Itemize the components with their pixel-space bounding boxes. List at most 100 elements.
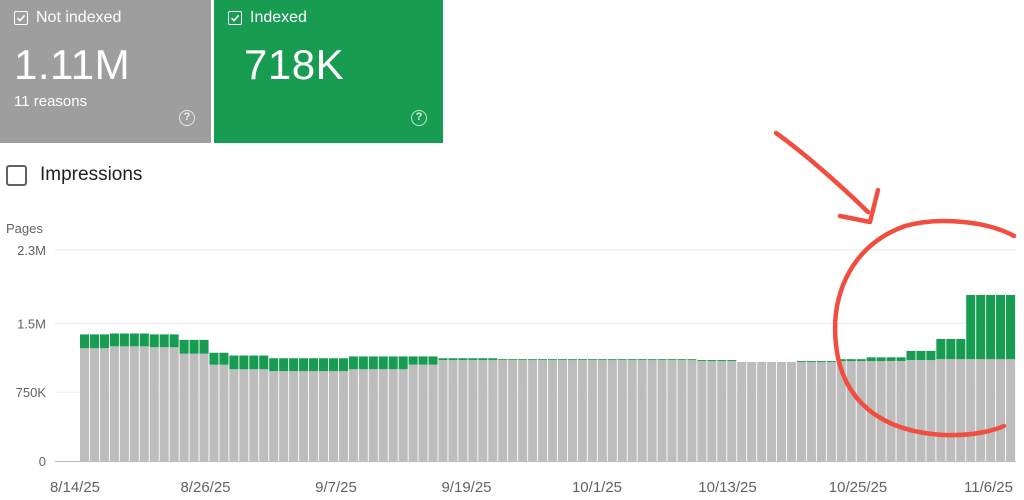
bar-indexed — [89, 334, 100, 349]
not-indexed-card[interactable]: Not indexed 1.11M 11 reasons ? — [0, 0, 211, 143]
bar-not-indexed — [816, 361, 826, 461]
bar-indexed — [249, 355, 259, 370]
bar-not-indexed — [99, 348, 109, 461]
bar-not-indexed — [667, 360, 677, 461]
bar-not-indexed — [438, 360, 448, 461]
bar-indexed — [876, 357, 886, 362]
bar-not-indexed — [309, 371, 319, 461]
bar-not-indexed — [777, 361, 787, 461]
bar-indexed — [687, 359, 697, 361]
checkbox-unchecked-icon[interactable] — [6, 164, 27, 186]
bar-not-indexed — [89, 348, 100, 461]
bar-not-indexed — [627, 360, 637, 461]
bar-indexed — [398, 356, 408, 370]
bar-not-indexed — [299, 371, 309, 461]
indexed-value: 718K — [244, 41, 345, 88]
bar-not-indexed — [936, 359, 946, 461]
bar-not-indexed — [607, 360, 617, 461]
bar-indexed — [99, 334, 109, 349]
bar-indexed — [557, 359, 568, 361]
bar-not-indexed — [448, 360, 458, 461]
bar-indexed — [727, 360, 737, 362]
bar-indexed — [508, 359, 518, 361]
bar-not-indexed — [518, 360, 528, 461]
bar-not-indexed — [398, 369, 408, 461]
bar-indexed — [677, 359, 687, 361]
not-indexed-value: 1.11M — [14, 41, 131, 88]
bar-not-indexed — [557, 360, 568, 461]
bar-indexed — [299, 358, 309, 372]
bar-indexed — [886, 357, 896, 362]
bar-not-indexed — [249, 369, 259, 461]
bar-indexed — [607, 359, 617, 361]
bar-indexed — [229, 355, 239, 370]
bar-indexed — [378, 356, 388, 370]
x-tick-label: 10/13/25 — [698, 479, 756, 496]
x-tick-label: 10/1/25 — [572, 479, 622, 496]
bar-not-indexed — [836, 361, 846, 461]
bar-indexed — [189, 339, 199, 354]
bar-not-indexed — [976, 359, 986, 461]
bar-indexed — [368, 356, 378, 370]
bar-not-indexed — [677, 360, 687, 461]
bar-indexed — [707, 360, 717, 362]
bar-not-indexed — [577, 360, 587, 461]
bar-indexed — [936, 338, 946, 360]
bar-indexed — [259, 355, 269, 370]
bar-not-indexed — [318, 371, 329, 461]
indexed-header[interactable]: Indexed — [228, 9, 307, 27]
indexed-card[interactable]: Indexed 718K ? — [214, 0, 443, 143]
bar-indexed — [269, 358, 279, 372]
bar-not-indexed — [906, 360, 916, 461]
bar-indexed — [348, 356, 358, 370]
x-tick-label: 8/14/25 — [50, 479, 100, 496]
bar-not-indexed — [259, 369, 269, 461]
checkbox-checked-icon[interactable] — [228, 11, 242, 25]
bar-indexed — [587, 359, 597, 361]
bar-not-indexed — [338, 371, 348, 461]
bar-not-indexed — [707, 361, 717, 461]
bar-not-indexed — [179, 353, 189, 461]
bar-not-indexed — [368, 369, 378, 461]
y-axis-label: Pages — [6, 221, 43, 236]
bar-indexed — [667, 359, 677, 361]
help-icon[interactable]: ? — [411, 110, 427, 126]
bar-not-indexed — [767, 361, 777, 461]
y-tick-label: 1.5M — [17, 316, 46, 331]
annotation-arrow — [773, 130, 871, 215]
bar-not-indexed — [538, 360, 548, 461]
bar-not-indexed — [946, 359, 956, 461]
checkbox-checked-icon[interactable] — [14, 11, 28, 25]
bar-not-indexed — [966, 359, 976, 461]
bar-indexed — [518, 359, 528, 361]
bar-indexed — [956, 338, 966, 360]
impressions-label: Impressions — [40, 164, 143, 185]
bar-indexed — [976, 294, 986, 360]
bar-indexed — [1006, 294, 1016, 360]
y-tick-label: 0 — [39, 454, 46, 469]
bar-not-indexed — [757, 361, 767, 461]
bar-indexed — [478, 358, 488, 361]
help-icon[interactable]: ? — [179, 110, 195, 126]
bar-not-indexed — [786, 361, 797, 461]
impressions-toggle[interactable]: Impressions — [6, 164, 142, 186]
bar-not-indexed — [986, 359, 996, 461]
not-indexed-label: Not indexed — [36, 9, 122, 26]
bar-not-indexed — [796, 361, 806, 461]
x-tick-label: 9/19/25 — [441, 479, 491, 496]
bar-indexed — [528, 359, 538, 361]
bar-indexed — [468, 358, 478, 361]
bar-indexed — [338, 358, 348, 372]
bar-not-indexed — [826, 361, 836, 461]
bar-indexed — [388, 356, 398, 370]
bar-not-indexed — [697, 361, 707, 461]
bar-indexed — [408, 356, 418, 365]
x-tick-label: 10/25/25 — [829, 479, 887, 496]
bar-indexed — [458, 358, 468, 361]
bar-indexed — [986, 294, 996, 360]
indexed-label: Indexed — [250, 9, 307, 26]
bar-indexed — [617, 359, 627, 361]
x-tick-label: 11/6/25 — [964, 479, 1013, 496]
not-indexed-header[interactable]: Not indexed — [14, 9, 121, 27]
bar-indexed — [328, 358, 338, 372]
